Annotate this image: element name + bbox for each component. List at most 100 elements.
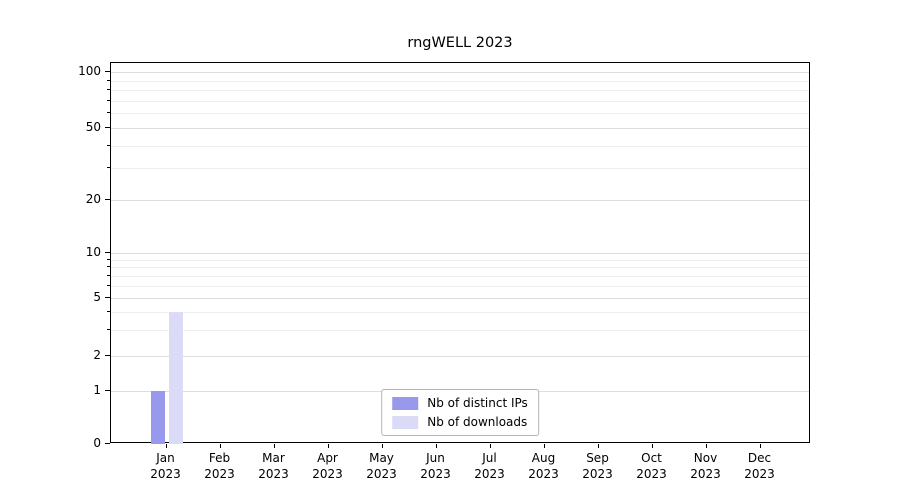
x-tick-month: Sep xyxy=(586,451,609,465)
x-tick-label: Nov 2023 xyxy=(674,451,738,483)
minor-gridline xyxy=(111,80,809,82)
x-tick-mark xyxy=(273,444,275,448)
x-tick-month: Aug xyxy=(531,451,556,465)
x-tick-month: May xyxy=(369,451,394,465)
y-minor-tick-mark xyxy=(107,144,110,146)
bar-nb-of-distinct-ips xyxy=(150,391,165,444)
x-tick-label: Feb 2023 xyxy=(188,451,252,483)
minor-gridline xyxy=(111,90,809,92)
x-tick-label: Jun 2023 xyxy=(404,451,468,483)
x-tick-mark xyxy=(381,444,383,448)
x-tick-month: Dec xyxy=(747,451,772,465)
y-tick-mark xyxy=(105,390,110,391)
x-tick-year: 2023 xyxy=(528,466,559,481)
y-tick-label: 0 xyxy=(93,436,101,450)
x-tick-mark xyxy=(219,444,221,448)
y-tick-mark xyxy=(105,355,110,356)
y-tick-label: 100 xyxy=(78,64,101,78)
y-tick-label: 10 xyxy=(85,245,101,259)
x-tick-label: Mar 2023 xyxy=(242,451,306,483)
major-gridline xyxy=(111,253,809,254)
x-tick-mark xyxy=(327,444,329,448)
x-tick-year: 2023 xyxy=(636,466,667,481)
x-tick-month: Jun xyxy=(426,451,445,465)
x-tick-year: 2023 xyxy=(258,466,289,481)
bar-nb-of-downloads xyxy=(168,312,183,444)
x-tick-label: Oct 2023 xyxy=(620,451,684,483)
major-gridline xyxy=(111,128,809,129)
y-tick-label: 5 xyxy=(93,290,101,304)
x-tick-month: Oct xyxy=(641,451,662,465)
x-tick-label: Sep 2023 xyxy=(566,451,630,483)
x-tick-mark xyxy=(165,444,167,448)
y-minor-tick-mark xyxy=(107,266,110,268)
x-tick-mark xyxy=(597,444,599,448)
y-tick-mark xyxy=(105,252,110,253)
y-minor-tick-mark xyxy=(107,99,110,101)
y-tick-mark xyxy=(105,71,110,72)
y-tick-mark xyxy=(105,443,110,444)
minor-gridline xyxy=(111,113,809,115)
x-tick-mark xyxy=(489,444,491,448)
x-tick-year: 2023 xyxy=(690,466,721,481)
minor-gridline xyxy=(111,100,809,102)
minor-gridline xyxy=(111,312,809,314)
x-tick-month: Apr xyxy=(317,451,338,465)
y-minor-tick-mark xyxy=(107,258,110,260)
x-tick-year: 2023 xyxy=(420,466,451,481)
x-tick-month: Nov xyxy=(693,451,718,465)
y-minor-tick-mark xyxy=(107,311,110,313)
chart-title: rngWELL 2023 xyxy=(407,35,513,51)
y-tick-mark xyxy=(105,297,110,298)
minor-gridline xyxy=(111,259,809,261)
x-tick-label: Aug 2023 xyxy=(512,451,576,483)
x-tick-year: 2023 xyxy=(366,466,397,481)
y-tick-mark xyxy=(105,127,110,128)
x-tick-label: Jan 2023 xyxy=(134,451,198,483)
x-tick-mark xyxy=(651,444,653,448)
x-tick-year: 2023 xyxy=(204,466,235,481)
y-tick-label: 1 xyxy=(93,383,101,397)
minor-gridline xyxy=(111,286,809,288)
legend-entry: Nb of distinct IPs xyxy=(392,396,528,410)
x-tick-label: May 2023 xyxy=(350,451,414,483)
x-tick-label: Apr 2023 xyxy=(296,451,360,483)
y-tick-label: 2 xyxy=(93,348,101,362)
y-tick-label: 50 xyxy=(85,120,101,134)
y-minor-tick-mark xyxy=(107,285,110,287)
minor-gridline xyxy=(111,168,809,170)
legend-swatch xyxy=(392,415,419,429)
x-tick-month: Feb xyxy=(208,451,231,465)
legend: Nb of distinct IPs Nb of downloads xyxy=(381,389,539,436)
y-minor-tick-mark xyxy=(107,167,110,169)
x-tick-year: 2023 xyxy=(744,466,775,481)
major-gridline xyxy=(111,298,809,299)
legend-swatch xyxy=(392,396,419,410)
y-tick-label: 20 xyxy=(85,192,101,206)
x-tick-label: Jul 2023 xyxy=(458,451,522,483)
major-gridline xyxy=(111,200,809,201)
x-tick-year: 2023 xyxy=(474,466,505,481)
minor-gridline xyxy=(111,267,809,269)
legend-entry: Nb of downloads xyxy=(392,415,528,429)
minor-gridline xyxy=(111,276,809,278)
x-tick-month: Jul xyxy=(482,451,497,465)
minor-gridline xyxy=(111,145,809,147)
y-minor-tick-mark xyxy=(107,89,110,91)
y-minor-tick-mark xyxy=(107,79,110,81)
y-tick-mark xyxy=(105,199,110,200)
major-gridline xyxy=(111,72,809,73)
y-minor-tick-mark xyxy=(107,112,110,114)
major-gridline xyxy=(111,356,809,357)
y-minor-tick-mark xyxy=(107,275,110,277)
y-minor-tick-mark xyxy=(107,329,110,331)
x-tick-month: Mar xyxy=(262,451,285,465)
x-tick-label: Dec 2023 xyxy=(728,451,792,483)
legend-label: Nb of distinct IPs xyxy=(427,396,528,410)
x-tick-month: Jan xyxy=(156,451,175,465)
x-tick-year: 2023 xyxy=(312,466,343,481)
x-tick-mark xyxy=(759,444,761,448)
minor-gridline xyxy=(111,330,809,332)
x-tick-mark xyxy=(543,444,545,448)
